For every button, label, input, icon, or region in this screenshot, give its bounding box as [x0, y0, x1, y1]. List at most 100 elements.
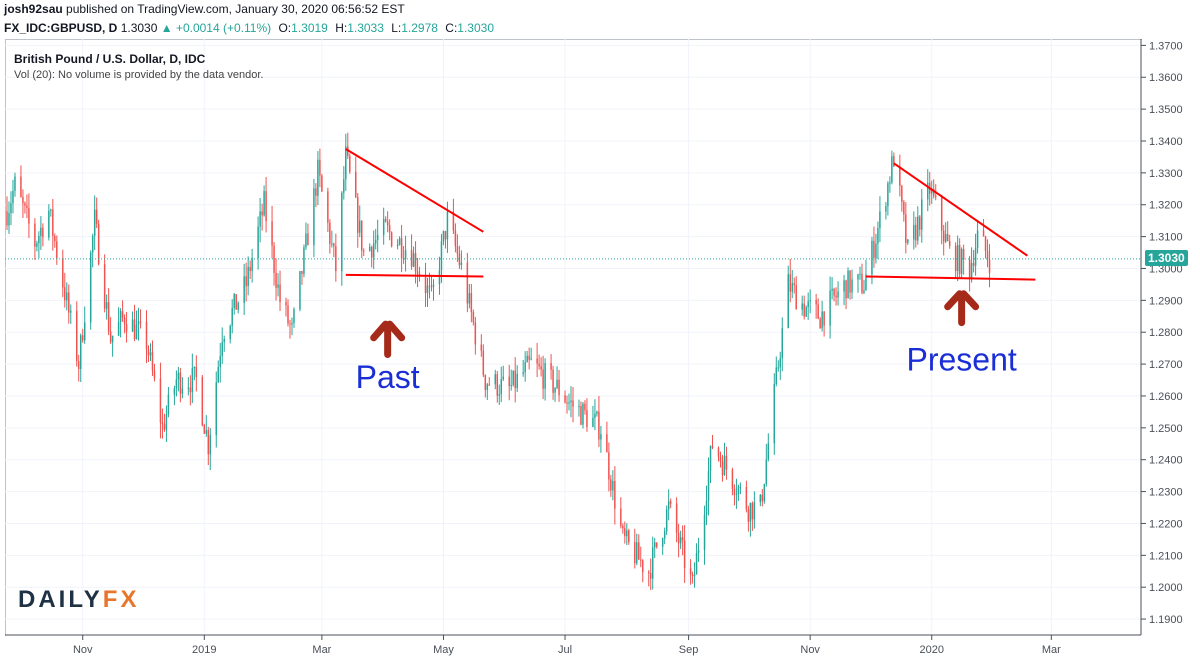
candle: [823, 310, 825, 337]
change-value: ▲ +0.0014 (+0.11%): [160, 21, 272, 35]
candle: [167, 386, 170, 418]
candle-body: [349, 155, 351, 172]
candle-body: [402, 258, 405, 260]
candle: [179, 367, 182, 403]
candle-body: [879, 211, 881, 229]
candle: [817, 298, 819, 320]
candle: [12, 179, 14, 214]
candle: [285, 297, 287, 317]
candle-body: [620, 508, 622, 526]
candle: [335, 233, 337, 282]
candle: [123, 314, 126, 334]
candle-body: [544, 363, 546, 389]
candle-body: [663, 531, 666, 539]
author-name[interactable]: josh92sau: [4, 2, 63, 16]
candle: [887, 181, 889, 216]
plot-area[interactable]: [5, 39, 1142, 636]
candle-body: [901, 185, 903, 202]
candle: [191, 353, 194, 404]
candle-body: [219, 355, 221, 368]
candle-body: [779, 358, 782, 368]
candle-body: [675, 503, 678, 533]
candle-body: [64, 287, 66, 301]
candle: [677, 523, 680, 558]
trendline: [865, 275, 1036, 281]
candle: [289, 319, 291, 339]
candle: [265, 177, 267, 233]
candle-body: [396, 244, 399, 247]
candle-body: [614, 480, 616, 509]
candle-body: [289, 323, 291, 325]
candle-body: [829, 290, 831, 326]
candle: [944, 222, 947, 244]
x-tick-label: Mar: [1042, 644, 1061, 656]
candle-body: [251, 258, 253, 272]
y-axis: 1.3700 1.3600 1.3500 1.3400 1.3300 1.3200 1.31…: [1140, 39, 1183, 635]
candle: [233, 292, 235, 315]
candle-body: [570, 400, 572, 403]
candle-body: [930, 188, 933, 194]
candle-body: [847, 270, 849, 299]
candle-body: [494, 374, 497, 385]
candle: [54, 233, 56, 248]
candle-body: [907, 239, 909, 243]
candle: [66, 282, 68, 311]
candle-body: [791, 283, 793, 292]
candle-body: [287, 305, 289, 324]
candle: [580, 401, 582, 426]
candle-body: [307, 233, 309, 246]
dailyfx-logo: DAILYFX: [18, 586, 139, 614]
candle-body: [948, 241, 951, 246]
candle: [189, 375, 192, 406]
candle: [117, 307, 120, 337]
candle: [697, 537, 700, 562]
candle: [245, 262, 247, 302]
candle: [510, 369, 512, 391]
candle: [474, 316, 477, 355]
candle-body: [193, 366, 196, 369]
candle: [805, 305, 807, 317]
candle: [859, 266, 861, 280]
candle: [149, 343, 152, 362]
candle: [675, 497, 678, 543]
candle-body: [237, 302, 239, 310]
candle-body: [48, 210, 50, 238]
candle: [6, 196, 8, 231]
candle-body: [861, 273, 863, 293]
candle-body: [787, 274, 789, 329]
candle-body: [801, 303, 803, 310]
candle-body: [917, 216, 919, 241]
candle: [22, 189, 24, 218]
candle: [954, 242, 957, 279]
candle: [247, 256, 249, 296]
candle: [707, 457, 710, 516]
candle: [460, 250, 463, 270]
annotations: Past Present: [356, 341, 1017, 395]
candle: [821, 300, 823, 332]
candle: [14, 172, 16, 197]
candle-body: [229, 325, 231, 340]
candle: [962, 244, 965, 275]
candle-body: [761, 494, 764, 502]
candle: [468, 284, 471, 309]
open-value: 1.3019: [291, 21, 328, 35]
candle: [767, 433, 770, 462]
candle: [628, 528, 630, 545]
candle: [586, 398, 588, 432]
candle: [279, 270, 281, 311]
candle: [28, 193, 30, 239]
candle-body: [131, 319, 134, 332]
candle-body: [669, 501, 672, 504]
candle-body: [807, 301, 809, 308]
candle-body: [486, 384, 489, 390]
candle: [103, 254, 106, 313]
candle: [95, 197, 98, 229]
candle-body: [446, 211, 449, 240]
last-value: 1.3030: [120, 21, 158, 35]
candle: [831, 277, 833, 300]
candle: [153, 363, 156, 382]
candle: [554, 387, 556, 402]
candle-body: [468, 293, 471, 304]
candle-body: [14, 176, 16, 191]
